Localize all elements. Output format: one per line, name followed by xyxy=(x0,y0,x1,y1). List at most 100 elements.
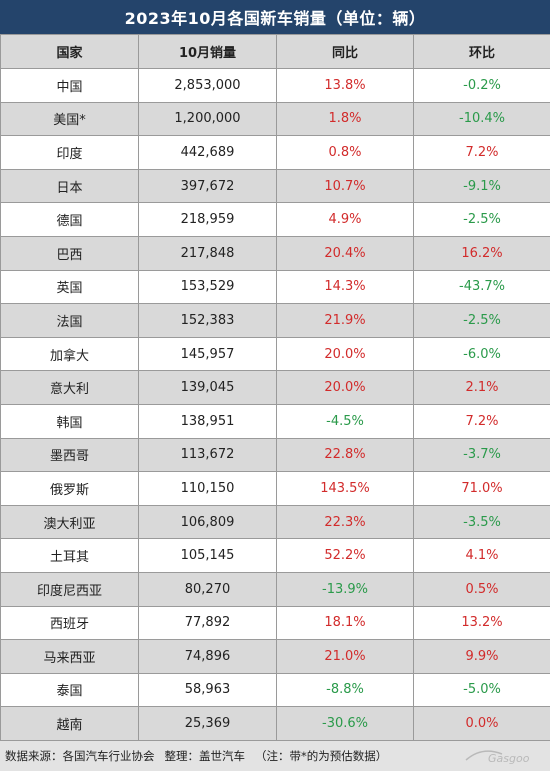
table-row: 日本 397,672 10.7% -9.1% xyxy=(0,168,550,204)
table-row: 墨西哥 113,672 22.8% -3.7% xyxy=(0,437,550,473)
sales-cell: 218,959 xyxy=(138,202,277,237)
yoy-cell: 14.3% xyxy=(276,269,414,305)
yoy-cell: 22.3% xyxy=(276,504,414,540)
sales-cell: 77,892 xyxy=(138,605,277,641)
country-cell: 土耳其 xyxy=(0,538,139,573)
sales-cell: 58,963 xyxy=(138,672,277,708)
country-cell: 英国 xyxy=(0,269,139,305)
country-cell: 美国* xyxy=(0,101,139,137)
table-body: 中国 2,853,000 13.8% -0.2% 美国* 1,200,000 1.8% -10… xyxy=(0,68,550,741)
mom-cell: 0.0% xyxy=(413,706,550,741)
footer-editor: 整理：盖世汽车 xyxy=(164,749,246,763)
sales-cell: 217,848 xyxy=(138,235,277,271)
country-cell: 巴西 xyxy=(0,235,139,271)
sales-cell: 25,369 xyxy=(138,706,277,741)
yoy-cell: 52.2% xyxy=(276,538,414,573)
yoy-cell: 10.7% xyxy=(276,168,414,204)
table-row: 越南 25,369 -30.6% 0.0% xyxy=(0,706,550,741)
table-row: 俄罗斯 110,150 143.5% 71.0% xyxy=(0,471,550,506)
country-cell: 意大利 xyxy=(0,370,139,405)
sales-cell: 138,951 xyxy=(138,403,277,439)
sales-cell: 153,529 xyxy=(138,269,277,305)
sales-cell: 2,853,000 xyxy=(138,68,277,103)
table-row: 意大利 139,045 20.0% 2.1% xyxy=(0,370,550,405)
yoy-cell: -13.9% xyxy=(276,571,414,607)
mom-cell: 13.2% xyxy=(413,605,550,641)
mom-cell: 71.0% xyxy=(413,471,550,506)
yoy-cell: 21.0% xyxy=(276,639,414,674)
yoy-cell: 13.8% xyxy=(276,68,414,103)
mom-cell: 7.2% xyxy=(413,135,550,170)
sales-cell: 152,383 xyxy=(138,303,277,338)
mom-cell: 0.5% xyxy=(413,571,550,607)
sales-cell: 139,045 xyxy=(138,370,277,405)
footer-source: 数据来源：各国汽车行业协会 xyxy=(5,749,155,763)
country-cell: 俄罗斯 xyxy=(0,471,139,506)
table-header-row: 国家 10月销量 同比 环比 xyxy=(0,34,550,69)
mom-cell: -10.4% xyxy=(413,101,550,137)
country-cell: 西班牙 xyxy=(0,605,139,641)
mom-cell: -0.2% xyxy=(413,68,550,103)
yoy-cell: 20.0% xyxy=(276,370,414,405)
country-cell: 泰国 xyxy=(0,672,139,708)
country-cell: 印度 xyxy=(0,135,139,170)
country-cell: 加拿大 xyxy=(0,336,139,372)
yoy-cell: 18.1% xyxy=(276,605,414,641)
header-sales: 10月销量 xyxy=(138,34,277,69)
country-cell: 澳大利亚 xyxy=(0,504,139,540)
sales-cell: 110,150 xyxy=(138,471,277,506)
gasgoo-watermark-logo: Gasgoo xyxy=(465,750,530,765)
yoy-cell: -4.5% xyxy=(276,403,414,439)
table-row: 土耳其 105,145 52.2% 4.1% xyxy=(0,538,550,573)
mom-cell: 2.1% xyxy=(413,370,550,405)
table-row: 印度尼西亚 80,270 -13.9% 0.5% xyxy=(0,571,550,607)
country-cell: 韩国 xyxy=(0,403,139,439)
mom-cell: 7.2% xyxy=(413,403,550,439)
sales-cell: 145,957 xyxy=(138,336,277,372)
table-title: 2023年10月各国新车销量（单位：辆） xyxy=(0,0,550,34)
header-yoy: 同比 xyxy=(276,34,414,69)
mom-cell: 4.1% xyxy=(413,538,550,573)
country-cell: 越南 xyxy=(0,706,139,741)
table-row: 印度 442,689 0.8% 7.2% xyxy=(0,135,550,170)
yoy-cell: 20.0% xyxy=(276,336,414,372)
yoy-cell: -8.8% xyxy=(276,672,414,708)
mom-cell: 16.2% xyxy=(413,235,550,271)
mom-cell: -9.1% xyxy=(413,168,550,204)
table-row: 德国 218,959 4.9% -2.5% xyxy=(0,202,550,237)
yoy-cell: 21.9% xyxy=(276,303,414,338)
mom-cell: 9.9% xyxy=(413,639,550,674)
yoy-cell: 20.4% xyxy=(276,235,414,271)
mom-cell: -3.5% xyxy=(413,504,550,540)
country-cell: 法国 xyxy=(0,303,139,338)
table-row: 巴西 217,848 20.4% 16.2% xyxy=(0,235,550,271)
sales-cell: 105,145 xyxy=(138,538,277,573)
sales-cell: 74,896 xyxy=(138,639,277,674)
mom-cell: -2.5% xyxy=(413,303,550,338)
table-row: 美国* 1,200,000 1.8% -10.4% xyxy=(0,101,550,137)
yoy-cell: 143.5% xyxy=(276,471,414,506)
sales-cell: 80,270 xyxy=(138,571,277,607)
sales-table: 国家 10月销量 同比 环比 中国 2,853,000 13.8% -0.2% 美国* 1… xyxy=(0,34,550,741)
table-row: 中国 2,853,000 13.8% -0.2% xyxy=(0,68,550,103)
yoy-cell: 22.8% xyxy=(276,437,414,473)
sales-cell: 106,809 xyxy=(138,504,277,540)
table-row: 西班牙 77,892 18.1% 13.2% xyxy=(0,605,550,641)
country-cell: 马来西亚 xyxy=(0,639,139,674)
header-country: 国家 xyxy=(0,34,139,69)
table-row: 法国 152,383 21.9% -2.5% xyxy=(0,303,550,338)
country-cell: 墨西哥 xyxy=(0,437,139,473)
table-row: 韩国 138,951 -4.5% 7.2% xyxy=(0,403,550,439)
table-row: 加拿大 145,957 20.0% -6.0% xyxy=(0,336,550,372)
sales-cell: 113,672 xyxy=(138,437,277,473)
country-cell: 德国 xyxy=(0,202,139,237)
yoy-cell: 0.8% xyxy=(276,135,414,170)
sales-cell: 442,689 xyxy=(138,135,277,170)
mom-cell: -5.0% xyxy=(413,672,550,708)
footer: 数据来源：各国汽车行业协会 整理：盖世汽车 （注：带*的为预估数据） xyxy=(0,740,550,771)
svg-text:Gasgoo: Gasgoo xyxy=(488,752,530,765)
country-cell: 日本 xyxy=(0,168,139,204)
header-mom: 环比 xyxy=(413,34,550,69)
mom-cell: -6.0% xyxy=(413,336,550,372)
